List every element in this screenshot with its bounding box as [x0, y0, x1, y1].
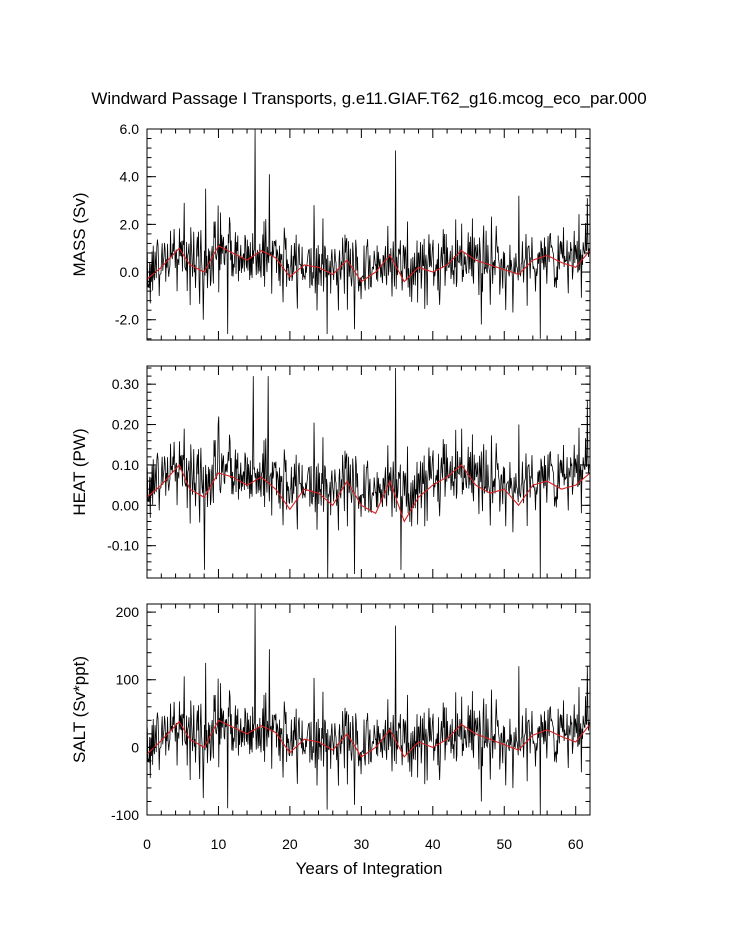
x-tick-label: 10 — [211, 836, 227, 852]
panel-frame — [146, 365, 591, 579]
smoothed-series-line — [146, 245, 591, 283]
x-tick-label: 60 — [568, 836, 584, 852]
y-tick-label: 6.0 — [120, 121, 140, 137]
raw-series-line — [146, 128, 591, 339]
y-tick-label: -100 — [111, 807, 139, 823]
panel-frame — [146, 603, 591, 816]
x-axis-label: Years of Integration — [296, 859, 443, 878]
panel-2: -0.10 0.00 0.10 0.20 0.30 HEAT (PW) — [70, 365, 591, 579]
y-axis-label: MASS (Sv) — [70, 192, 89, 276]
x-tick-label: 40 — [425, 836, 441, 852]
y-tick-label: -2.0 — [115, 312, 139, 328]
y-tick-label: 0.0 — [120, 264, 140, 280]
panel-1: -2.0 0.0 2.0 4.0 6.0 MASS (Sv) — [70, 121, 591, 341]
raw-series-line — [146, 368, 591, 579]
chart-title: Windward Passage I Transports, g.e11.GIA… — [91, 89, 646, 108]
y-tick-label: 0.00 — [112, 497, 139, 513]
x-tick-label: 30 — [354, 836, 370, 852]
chart-panels: -2.0 0.0 2.0 4.0 6.0 MASS (Sv) -0.10 0.00 0.10 0.… — [70, 121, 591, 852]
smoothed-series-line — [146, 719, 591, 758]
y-tick-label: 0.10 — [112, 457, 139, 473]
y-axis-label: SALT (Sv*ppt) — [70, 656, 89, 763]
y-tick-label: 0.30 — [112, 376, 139, 392]
y-tick-label: 0.20 — [112, 417, 139, 433]
x-tick-label: 20 — [282, 836, 298, 852]
x-tick-label: 50 — [496, 836, 512, 852]
panel-frame — [146, 128, 591, 341]
y-tick-label: 0 — [131, 739, 139, 755]
y-tick-label: 100 — [116, 672, 140, 688]
y-tick-label: -0.10 — [107, 538, 139, 554]
smoothed-series-line — [146, 463, 591, 523]
y-tick-label: 200 — [116, 604, 140, 620]
y-tick-label: 4.0 — [120, 169, 140, 185]
y-tick-label: 2.0 — [120, 216, 140, 232]
x-tick-label: 0 — [143, 836, 151, 852]
raw-series-line — [146, 603, 591, 816]
y-axis-label: HEAT (PW) — [70, 428, 89, 515]
